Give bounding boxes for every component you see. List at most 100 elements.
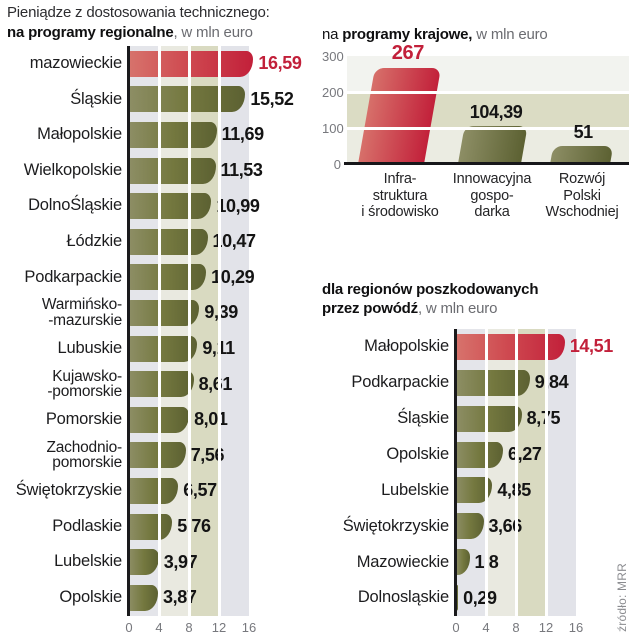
value-label: 8,01	[194, 409, 228, 430]
category-label-line: darka	[474, 204, 510, 220]
bar	[129, 228, 208, 255]
gridline	[544, 329, 548, 616]
value-label: 8,75	[526, 408, 561, 429]
chart-row: Opolskie 6,27	[322, 437, 629, 473]
category-label-line: Pomorskie	[45, 410, 122, 429]
category-label-line: DolnoŚląskie	[28, 196, 122, 215]
chart-row: Kujawsko- -pomorskie 8,61	[7, 366, 313, 402]
value-label: 10,47	[212, 231, 256, 252]
category-label: Kujawsko- -pomorskie	[7, 366, 122, 402]
gridline	[347, 126, 629, 130]
page-title: Pieniądze z dostosowania technicznego:	[7, 4, 270, 21]
category-label-line: Polski	[563, 187, 601, 204]
chart-title-line: dla regionów poszkodowanych	[322, 280, 629, 299]
chart-row: Śląskie 15,52	[7, 82, 313, 118]
category-label-line: Infra-	[383, 171, 417, 187]
bar	[129, 371, 194, 398]
category-label: Lubelskie	[322, 473, 449, 509]
chart-row: Zachodnio-pomorskie 7,56	[7, 438, 313, 474]
bar	[458, 126, 528, 164]
value-label: 0,29	[463, 587, 497, 608]
title-bold: programy krajowe,	[342, 26, 473, 43]
category-label: Podlaskie	[7, 509, 122, 545]
plot-band	[546, 329, 576, 616]
gridline	[187, 46, 191, 616]
category-label-line: Śląskie	[70, 89, 122, 108]
chart-national-title: na programy krajowe, w mln euro	[322, 25, 629, 44]
category-label: mazowieckie	[7, 46, 122, 82]
axis-line	[454, 329, 457, 616]
category-label-line: Śląskie	[397, 408, 449, 427]
chart-row: Podkarpackie 10,29	[7, 260, 313, 296]
bar	[129, 442, 186, 469]
bar	[129, 477, 179, 504]
value-label: 11,53	[220, 160, 263, 181]
category-label: Opolskie	[7, 580, 122, 616]
category-label: Zachodnio-pomorskie	[7, 438, 122, 474]
value-label: 3,66	[488, 515, 522, 536]
category-label: Świętokrzyskie	[322, 509, 450, 545]
bar	[129, 50, 254, 77]
value-label: 8,61	[198, 373, 233, 394]
gridline	[217, 46, 221, 616]
category-label: Łódzkie	[7, 224, 123, 260]
axis-tick: 12	[211, 620, 227, 635]
axis-tick: 300	[322, 49, 344, 64]
category-label-line: Świętokrzyskie	[15, 481, 123, 500]
value-label: 6,27	[508, 444, 542, 465]
chart-title-line: na programy regionalne, w mln euro	[7, 23, 313, 42]
value-label: 11,69	[221, 124, 264, 145]
category-label-line: Innowacyjna	[452, 171, 532, 187]
category-label-line: Wschodniej	[545, 204, 619, 220]
category-label: Dolnosląskie	[322, 580, 449, 616]
category-label-line: Rozwój	[558, 171, 606, 187]
bar	[456, 369, 530, 396]
category-label-line: Lubelskie	[381, 480, 449, 499]
category-label-line: Dolnosląskie	[357, 588, 449, 607]
axis-tick: 16	[241, 620, 257, 635]
bar	[456, 549, 470, 576]
category-label: Podkarpackie	[7, 260, 122, 296]
category-label-line: struktura	[372, 187, 428, 204]
category-label-line: Kujawsko-	[52, 367, 122, 385]
plot-area: 267 104,39 51	[344, 42, 629, 165]
bar	[129, 549, 159, 576]
category-label-line: gospo-	[470, 187, 514, 204]
axis-tick: 0	[125, 620, 133, 635]
title-unit: , w mln euro	[417, 300, 498, 317]
value-label: 10,99	[216, 195, 260, 216]
bar	[129, 121, 217, 148]
title-unit: , w mln euro	[173, 24, 253, 41]
chart-row: Małopolskie 14,51	[322, 329, 629, 365]
category-label-line: Małopolskie	[364, 337, 449, 356]
chart-row: Łódzkie 10,47	[7, 224, 313, 260]
category-label: Śląskie	[322, 401, 449, 437]
category-label: Małopolskie	[7, 117, 122, 153]
bar	[129, 157, 216, 184]
gridline	[157, 46, 161, 616]
category-label: Lubelskie	[7, 544, 122, 580]
bar	[456, 405, 522, 432]
category-label-line: mazowieckie	[29, 54, 122, 73]
category-label-line: Małopolskie	[37, 125, 122, 144]
chart-national-programs: na programy krajowe, w mln euro 267 104,3…	[322, 25, 629, 228]
bar	[129, 513, 173, 540]
axis-tick: 4	[482, 620, 490, 635]
category-label: Świętokrzyskie	[7, 473, 123, 509]
chart-flood-plot: Małopolskie 14,51 Podkarpackie 9,84 Śląskie 8…	[322, 329, 629, 636]
axis-tick: 0	[333, 157, 341, 172]
bar	[456, 441, 503, 468]
value-label: 6,57	[183, 480, 217, 501]
title-bold: dla regionów poszkodowanych	[322, 281, 539, 298]
category-label: Małopolskie	[322, 329, 449, 365]
axis-tick: 200	[322, 85, 344, 100]
category-label: Wielkopolskie	[7, 153, 122, 189]
bar	[129, 86, 246, 113]
value-label: 3,87	[163, 587, 197, 608]
category-label-line: Podkarpackie	[351, 373, 449, 392]
chart-row: Wielkopolskie 11,53	[7, 153, 313, 189]
axis-tick: 0	[452, 620, 460, 635]
chart-national-plot: 267 104,39 51 300 200 100 0 Infra-struktura i śr…	[322, 42, 629, 228]
category-label: Pomorskie	[7, 402, 122, 438]
category-label: Lubuskie	[7, 331, 123, 367]
